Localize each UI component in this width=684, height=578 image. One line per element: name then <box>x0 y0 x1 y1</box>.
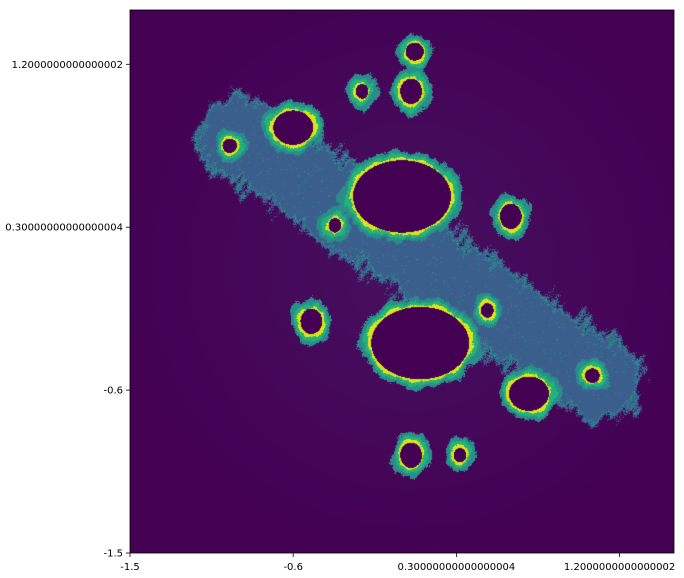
x-tick-label: -0.6 <box>283 562 303 573</box>
plot-frame <box>129 9 675 554</box>
y-tick-label: 0.30000000000000004 <box>5 223 123 234</box>
y-axis: -1.5 -0.6 0.30000000000000004 1.20000000000… <box>5 60 130 560</box>
x-tick-label: 1.2000000000000002 <box>564 562 675 573</box>
y-tick-label: -1.5 <box>103 549 123 560</box>
y-tick-label: -0.6 <box>103 386 123 397</box>
heatmap-image <box>130 10 674 553</box>
y-tick-label: 1.2000000000000002 <box>12 60 123 71</box>
x-tick-label: 0.30000000000000004 <box>398 562 516 573</box>
x-axis: -1.5 -0.6 0.30000000000000004 1.20000000000… <box>120 553 675 573</box>
plot-area <box>130 10 674 553</box>
x-tick-label: -1.5 <box>120 562 140 573</box>
